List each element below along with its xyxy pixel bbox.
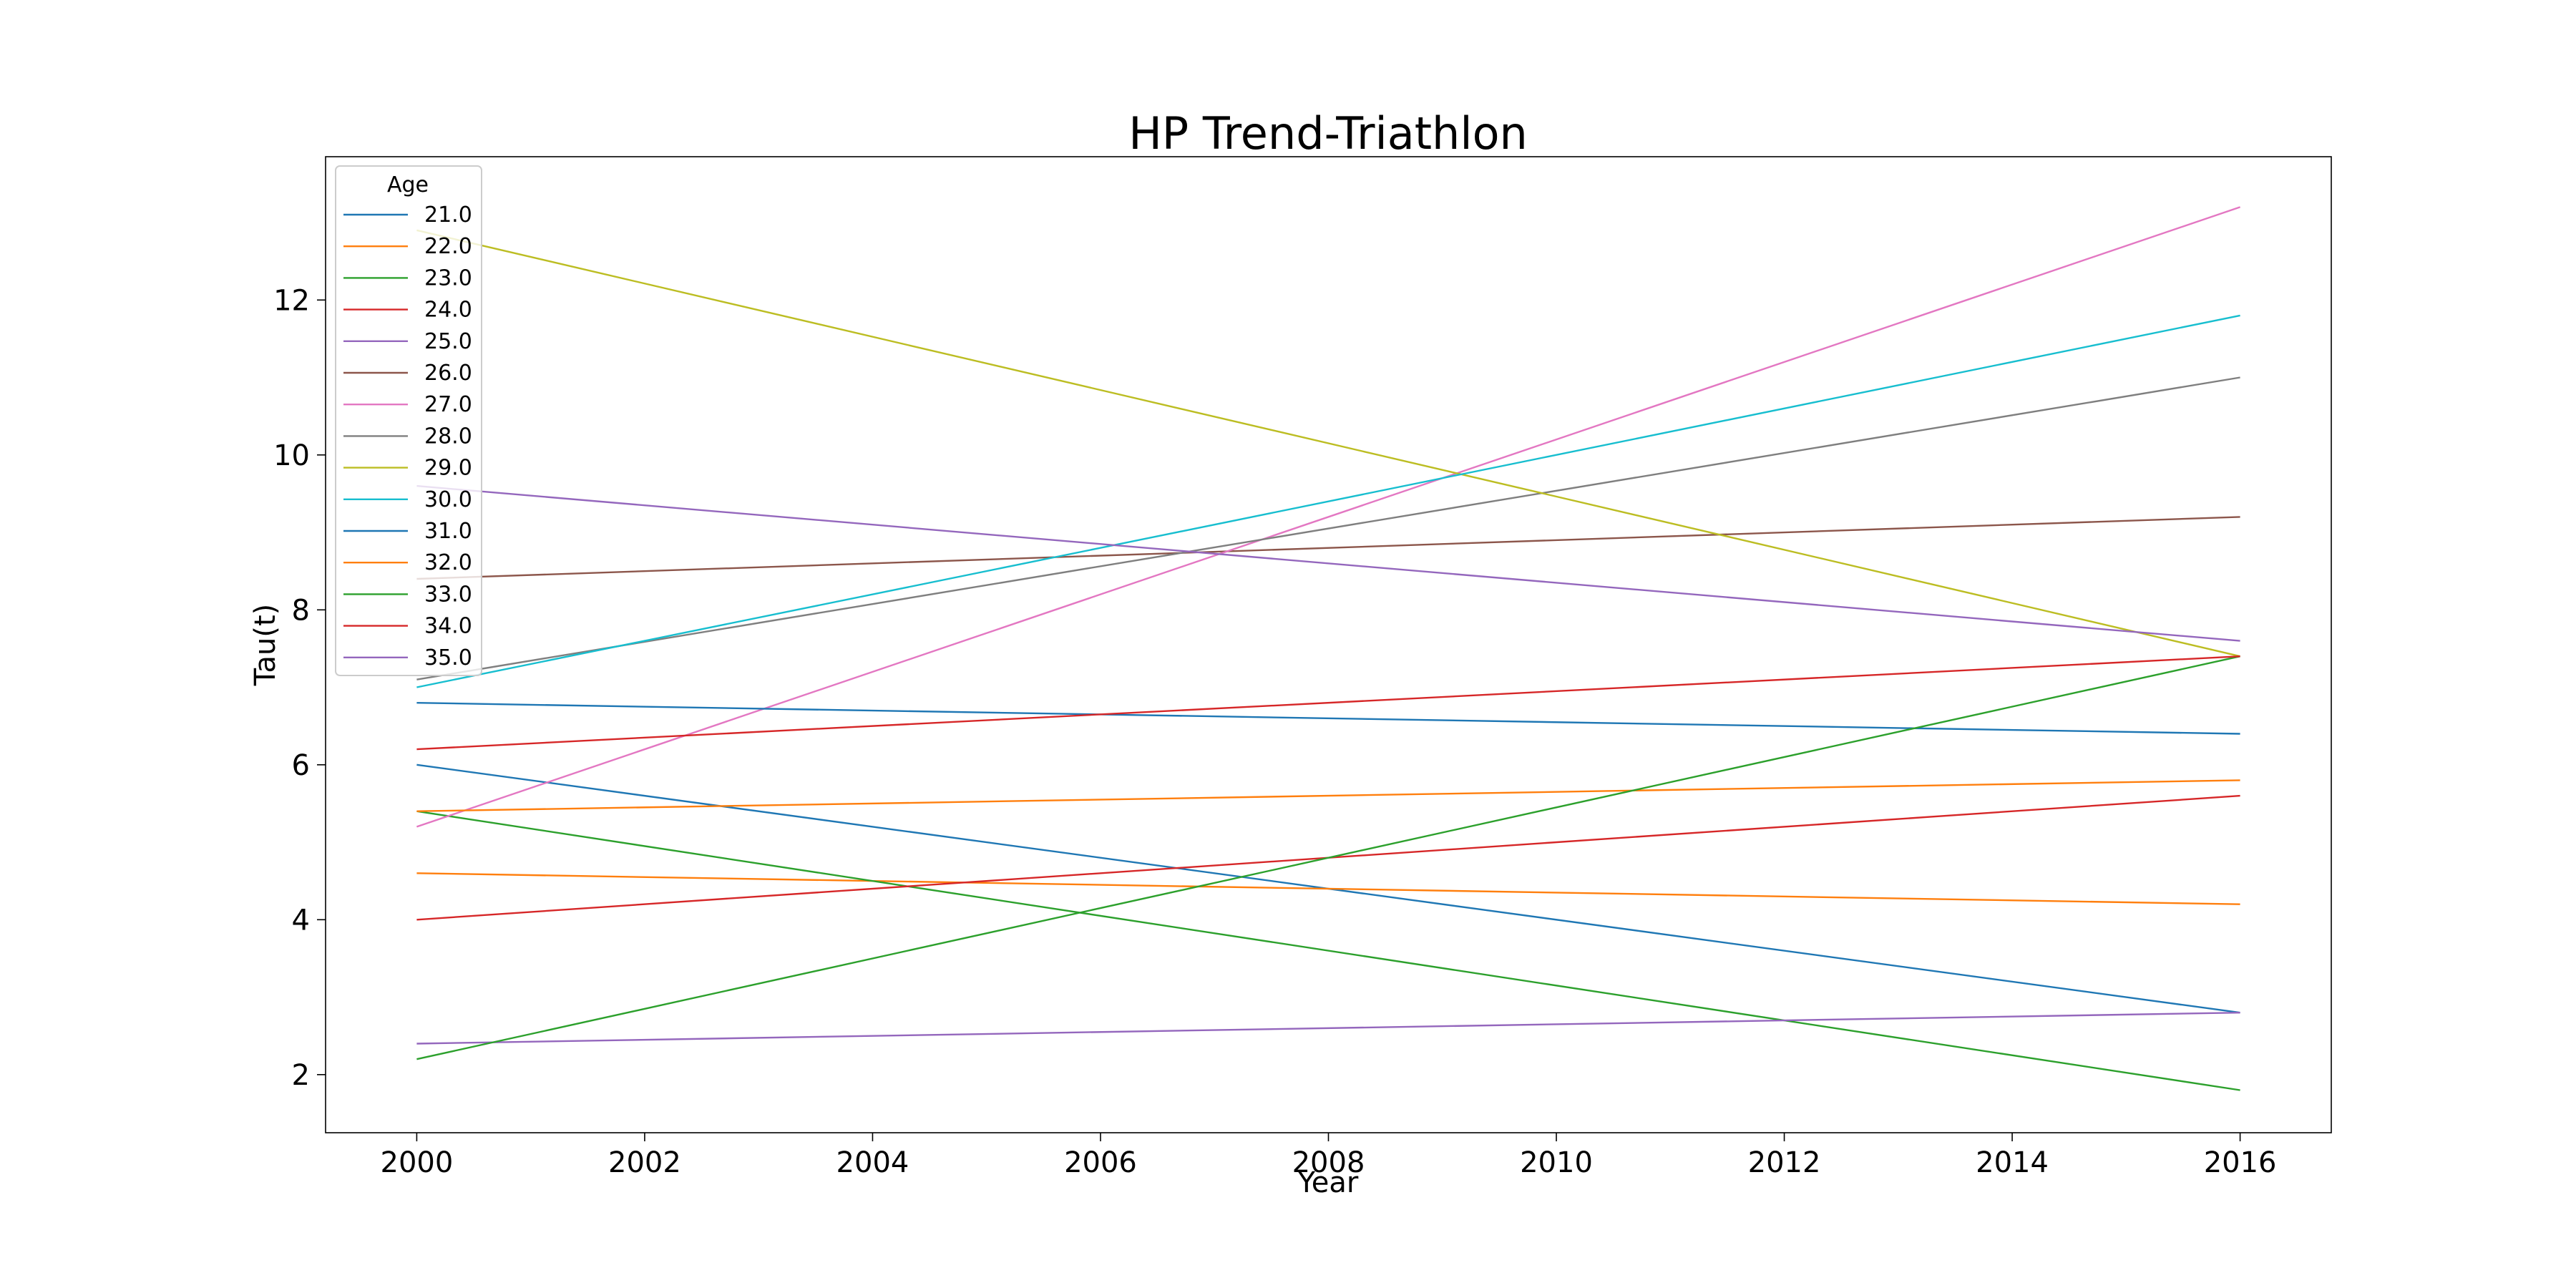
x-tick-label: 2006 <box>1064 1146 1137 1179</box>
x-tick-label: 2010 <box>1520 1146 1593 1179</box>
chart-title: HP Trend-Triathlon <box>1128 107 1528 160</box>
series-line-35.0 <box>416 484 2240 642</box>
y-tick-label: 6 <box>292 749 310 782</box>
series-line-32.0 <box>416 779 2240 812</box>
y-tick-label: 8 <box>292 594 310 627</box>
legend-label-24.0: 24.0 <box>424 298 472 323</box>
series-line-30.0 <box>416 314 2240 688</box>
y-axis: 2 4 6 8 10 12 <box>273 284 326 1092</box>
y-tick-label: 2 <box>292 1059 310 1092</box>
series-line-34.0 <box>416 655 2240 751</box>
series-line-33.0 <box>416 655 2240 1060</box>
x-tick-label: 2016 <box>2204 1146 2277 1179</box>
x-axis: 2000 2002 2004 2006 2008 2010 2012 2014 2016 <box>381 1133 2277 1179</box>
legend-label-32.0: 32.0 <box>424 550 472 575</box>
series-line-27.0 <box>416 206 2240 828</box>
legend: Age 21.0 22.0 23.0 24.0 25.0 26.0 27.0 28.0 29.0… <box>335 165 482 676</box>
y-tick-label: 12 <box>273 284 310 317</box>
series-line-22.0 <box>416 872 2240 905</box>
series-line-31.0 <box>416 702 2240 735</box>
x-tick-label: 2012 <box>1748 1146 1821 1179</box>
y-tick-label: 10 <box>273 439 310 472</box>
series-line-29.0 <box>416 229 2240 658</box>
y-tick-label: 4 <box>292 904 310 937</box>
legend-label-23.0: 23.0 <box>424 265 472 291</box>
legend-items: 21.0 22.0 23.0 24.0 25.0 26.0 27.0 28.0 29.0 30.0… <box>343 203 472 670</box>
legend-label-30.0: 30.0 <box>424 487 472 512</box>
series-line-23.0 <box>416 810 2240 1091</box>
series-line-25.0 <box>416 1012 2240 1045</box>
legend-label-21.0: 21.0 <box>424 203 472 228</box>
legend-label-31.0: 31.0 <box>424 519 472 544</box>
x-axis-label: Year <box>1297 1166 1359 1199</box>
legend-label-25.0: 25.0 <box>424 329 472 354</box>
series-line-28.0 <box>416 376 2240 680</box>
x-tick-label: 2008 <box>1292 1146 1365 1179</box>
series-line-26.0 <box>416 516 2240 580</box>
x-tick-label: 2000 <box>381 1146 454 1179</box>
legend-label-29.0: 29.0 <box>424 456 472 481</box>
y-axis-label: Tau(t) <box>249 604 282 687</box>
legend-label-28.0: 28.0 <box>424 424 472 449</box>
legend-label-27.0: 27.0 <box>424 392 472 417</box>
legend-label-35.0: 35.0 <box>424 645 472 670</box>
legend-label-34.0: 34.0 <box>424 614 472 639</box>
x-tick-label: 2002 <box>608 1146 681 1179</box>
legend-label-26.0: 26.0 <box>424 361 472 386</box>
legend-title: Age <box>387 172 429 197</box>
legend-label-33.0: 33.0 <box>424 582 472 607</box>
series-layer <box>416 206 2240 1091</box>
legend-label-22.0: 22.0 <box>424 234 472 259</box>
x-tick-label: 2014 <box>1976 1146 2049 1179</box>
x-tick-label: 2004 <box>836 1146 909 1179</box>
legend-box <box>335 165 482 676</box>
